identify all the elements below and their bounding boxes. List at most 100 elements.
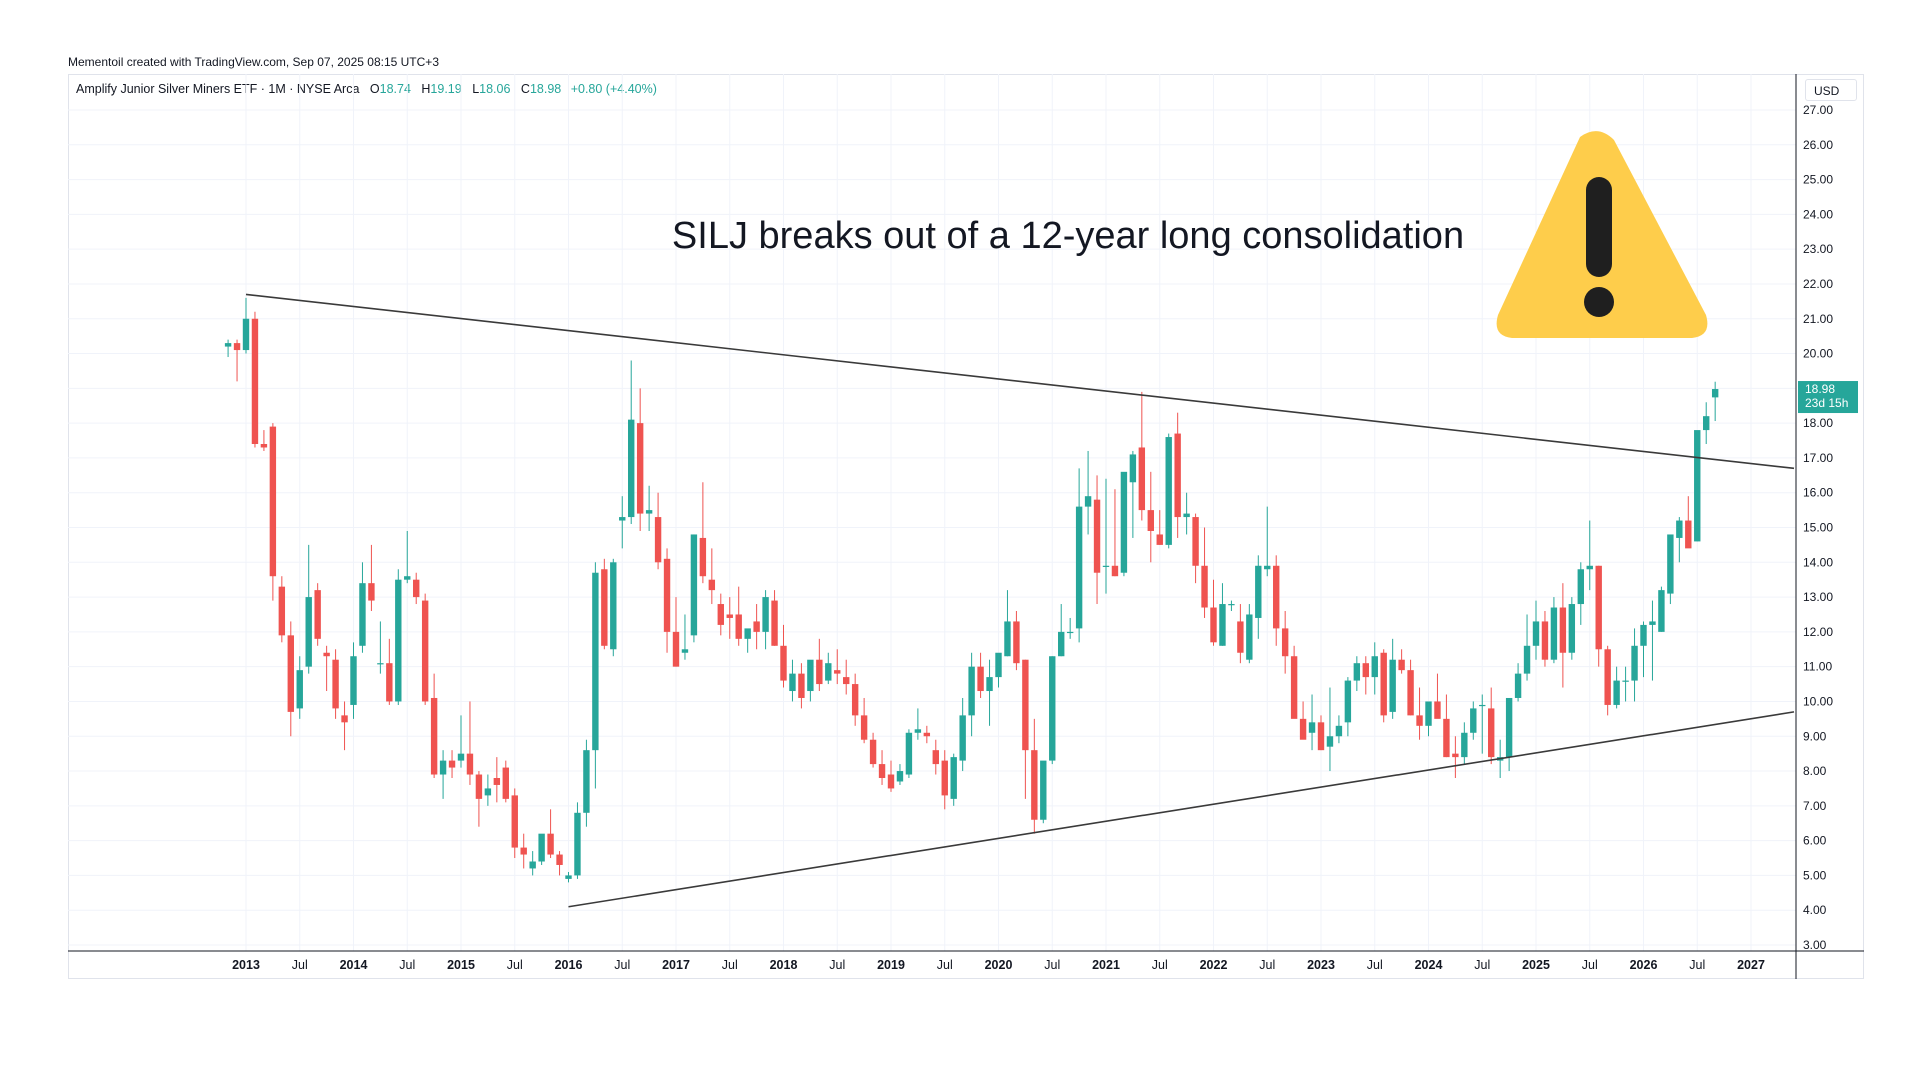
- candle-body: [887, 774, 895, 789]
- price-tick-label: 25.00: [1803, 173, 1833, 187]
- chart-credit: Mementoil created with TradingView.com, …: [68, 55, 439, 69]
- candle-body: [278, 586, 286, 636]
- candle: [834, 649, 841, 685]
- candle-body: [753, 621, 760, 632]
- candle: [1138, 391, 1146, 521]
- candles: [224, 297, 1719, 883]
- candle: [1273, 555, 1280, 646]
- price-tick-label: 22.00: [1803, 277, 1833, 291]
- time-tick-label: Jul: [1689, 958, 1705, 972]
- candle: [843, 659, 850, 695]
- candle-body: [1210, 607, 1217, 643]
- candle: [601, 558, 608, 650]
- candle-body: [771, 600, 778, 646]
- candle: [672, 597, 680, 667]
- symbol-title[interactable]: Amplify Junior Silver Miners ETF · 1M · …: [76, 82, 360, 96]
- time-tick-label: 2015: [447, 958, 475, 972]
- candle: [744, 628, 751, 653]
- price-tick-label: 12.00: [1803, 625, 1833, 639]
- candle-body: [914, 729, 922, 733]
- candle-body: [475, 774, 483, 799]
- candle-body: [1255, 565, 1262, 618]
- candle: [986, 659, 993, 726]
- low-label: L: [472, 82, 480, 96]
- candle-body: [439, 760, 447, 775]
- candle: [1577, 562, 1584, 625]
- upper-resistance-trendline[interactable]: [245, 293, 1795, 470]
- price-tick-label: 10.00: [1803, 694, 1833, 708]
- candle: [1595, 565, 1602, 667]
- candle-body: [1685, 520, 1692, 549]
- price-tick-label: 6.00: [1803, 834, 1827, 848]
- candle: [1586, 520, 1593, 591]
- candle: [1246, 604, 1253, 664]
- candle-body: [1568, 604, 1576, 653]
- candle-body: [1102, 565, 1110, 567]
- candle: [628, 360, 635, 525]
- time-tick-label: Jul: [1152, 958, 1168, 972]
- candle-body: [1317, 722, 1325, 751]
- candle-body: [1613, 680, 1620, 705]
- candle-body: [905, 732, 913, 775]
- time-tick-label: 2023: [1307, 958, 1335, 972]
- candle-body: [968, 666, 975, 716]
- candle: [350, 642, 357, 719]
- candle-body: [1344, 680, 1352, 723]
- candle-body: [1631, 645, 1638, 681]
- candle: [1147, 471, 1154, 563]
- lower-support-trendline[interactable]: [568, 711, 1795, 908]
- candle-body: [251, 318, 259, 444]
- candle-body: [538, 833, 545, 862]
- candle-body: [1389, 659, 1396, 712]
- candle-body: [305, 597, 312, 667]
- candle: [798, 663, 805, 709]
- candle: [619, 496, 626, 549]
- candle: [1353, 656, 1361, 692]
- time-tick-label: 2020: [985, 958, 1013, 972]
- candle: [1013, 611, 1020, 671]
- candle: [475, 771, 483, 827]
- candle-body: [502, 767, 509, 799]
- candle-body: [1658, 590, 1665, 632]
- candle: [260, 430, 268, 451]
- candle: [1658, 586, 1665, 632]
- candle: [1004, 590, 1011, 657]
- low-value: 18.06: [479, 82, 511, 96]
- candle: [233, 339, 241, 382]
- candle-body: [1461, 732, 1468, 758]
- candle-body: [1711, 389, 1719, 398]
- candle: [1192, 513, 1199, 584]
- open-value: 18.74: [379, 82, 411, 96]
- price-axis[interactable]: 3.00 4.00 5.00 6.00 7.00 8.00 9.00 10.00 11.00 12…: [1803, 103, 1833, 952]
- last-price-badge: 18.98 23d 15h: [1798, 381, 1858, 414]
- warning-icon: [1496, 131, 1708, 338]
- candle: [735, 586, 742, 646]
- candle: [1299, 701, 1307, 740]
- candle: [314, 583, 321, 646]
- time-tick-label: 2021: [1092, 958, 1120, 972]
- candle: [1058, 604, 1065, 657]
- candle-body: [448, 760, 456, 768]
- price-tick-label: 7.00: [1803, 799, 1827, 813]
- candle-body: [717, 604, 724, 625]
- candle: [1622, 666, 1629, 702]
- candle-body: [995, 652, 1002, 678]
- time-axis[interactable]: 2013 Jul 2014 Jul 2015 Jul 2016 Jul 2017 Jul 2018 J…: [232, 958, 1765, 972]
- currency-button[interactable]: USD: [1805, 79, 1857, 101]
- candle-body: [1022, 659, 1029, 751]
- candle-body: [368, 583, 375, 601]
- candle: [968, 652, 975, 737]
- last-price-badge-box: [1798, 381, 1858, 414]
- candle-body: [457, 753, 465, 761]
- candle: [1308, 694, 1316, 751]
- candle-body: [377, 663, 384, 665]
- candle-body: [959, 715, 966, 761]
- candle: [377, 621, 384, 674]
- candle: [753, 604, 760, 650]
- candle: [1649, 600, 1656, 681]
- time-tick-label: Jul: [1044, 958, 1060, 972]
- candle-body: [323, 652, 330, 657]
- candle: [1075, 468, 1083, 643]
- candle-body: [780, 645, 787, 681]
